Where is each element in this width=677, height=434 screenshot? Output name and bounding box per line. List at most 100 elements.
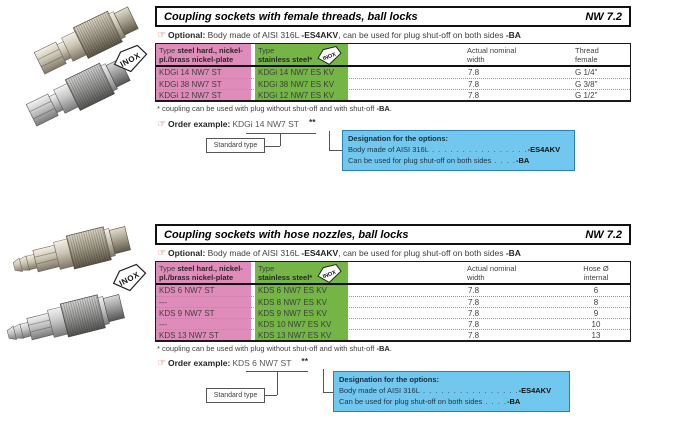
section-header-bar: Coupling sockets with female threads, ba… — [155, 6, 631, 27]
nominal-width-cell: 7.8 — [468, 80, 480, 89]
type-steel-cell: KDS 9 NW7 ST — [159, 309, 215, 318]
hose-diameter-cell: 13 — [591, 331, 601, 340]
section-header-bar: Coupling sockets with hose nozzles, ball… — [155, 224, 631, 245]
designation-title: Designation for the options: — [348, 134, 448, 143]
table-footnote: * coupling can be used with plug without… — [157, 104, 392, 113]
optional-label: Optional: — [167, 30, 206, 40]
order-example-asterisks: ** — [301, 356, 309, 366]
inox-badge: INOX — [112, 263, 147, 292]
steel-column-stripe — [156, 262, 251, 340]
order-example-code: KDGi 14 NW7 ST — [232, 119, 299, 129]
type-stainless-cell: KDS 9 NW7 ES KV — [258, 309, 327, 318]
connector-line — [280, 133, 281, 146]
table-row: KDGi 12 NW7 ST KDGi 12 NW7 ES KV 7.8 G 1… — [156, 89, 630, 100]
thread-cell: G 1/4" — [575, 68, 598, 77]
type-steel-cell: KDS 13 NW7 ST — [159, 331, 220, 340]
nominal-width-cell: 7.8 — [468, 331, 480, 340]
designation-options-box: Designation for the options: Body made o… — [333, 371, 570, 412]
hose-diameter-cell: 8 — [593, 298, 599, 307]
specs-table-female-threads: Type steel hard., nickel-pl./brass nicke… — [155, 43, 631, 102]
designation-line: Can be used for plug shut-off on both si… — [348, 156, 530, 165]
col-header-nominal-width: Actual nominal width — [467, 46, 517, 64]
order-example: ☞ Order example: KDS 6 NW7 ST ** — [157, 356, 309, 369]
inox-badge-label: INOX — [322, 270, 337, 281]
nominal-width-cell: 7.8 — [468, 91, 480, 100]
table-row: KDS 13 NW7 ST KDS 13 NW7 ES KV 7.8 13 — [156, 329, 630, 340]
optional-note: ☞ Optional: Body made of AISI 316L -ES4AK… — [157, 248, 521, 259]
pointing-hand-icon: ☞ — [157, 248, 166, 259]
dot-leader: . . . . — [491, 156, 516, 165]
nominal-width-cell: 7.8 — [468, 286, 480, 295]
connector-line — [323, 392, 333, 393]
type-stainless-cell: KDS 6 NW7 ES KV — [258, 286, 327, 295]
type-stainless-cell: KDGi 12 NW7 ES KV — [258, 91, 335, 100]
nw-size-badge: NW 7.2 — [585, 10, 622, 23]
connector-line — [265, 395, 277, 396]
steel-column-stripe — [156, 44, 251, 100]
designation-line: Body made of AISI 316L . . . . . . . . .… — [348, 145, 561, 154]
pointing-hand-icon: ☞ — [157, 30, 166, 41]
standard-type-label: Standard type — [213, 142, 258, 149]
optional-note: ☞ Optional: Body made of AISI 316L -ES4AK… — [157, 30, 521, 41]
hose-diameter-cell: 9 — [593, 309, 599, 318]
inox-badge: INOX — [113, 44, 148, 73]
col-header-stainless: Type stainless steel* — [258, 46, 313, 64]
connector-line — [329, 131, 330, 150]
table-header-row: Type steel hard., nickel-pl./brass nicke… — [156, 44, 630, 67]
coupling-nickel-plated — [12, 226, 131, 273]
type-stainless-cell: KDGi 14 NW7 ES KV — [258, 68, 335, 77]
product-photo-female-couplings: INOX — [25, 6, 148, 127]
standard-type-label: Standard type — [213, 392, 258, 399]
nominal-width-cell: 7.8 — [468, 320, 480, 329]
dot-leader: . . . . . . . . . . . . . . . . — [419, 386, 519, 395]
table-row: --- KDS 10 NW7 ES KV 7.8 10 — [156, 318, 630, 329]
pointing-hand-icon: ☞ — [157, 119, 166, 130]
product-photo-hose-nozzle-couplings: INOX — [6, 226, 147, 341]
nw-size-badge: NW 7.2 — [585, 228, 622, 241]
table-row: KDS 6 NW7 ST KDS 6 NW7 ES KV 7.8 6 — [156, 285, 630, 296]
type-stainless-cell: KDS 8 NW7 ES KV — [258, 298, 327, 307]
order-example: ☞ Order example: KDGi 14 NW7 ST ** — [157, 117, 316, 130]
connector-line — [323, 369, 324, 392]
type-steel-cell: KDS 6 NW7 ST — [159, 286, 215, 295]
dot-leader: . . . . — [482, 397, 507, 406]
table-footnote: * coupling can be used with plug without… — [157, 344, 392, 353]
coupling-nickel-plated — [33, 6, 139, 75]
designation-title: Designation for the options: — [339, 375, 439, 384]
table-row: KDGi 38 NW7 ST KDGi 38 NW7 ES KV 7.8 G 3… — [156, 78, 630, 89]
table-row: --- KDS 8 NW7 ES KV 7.8 8 — [156, 296, 630, 307]
coupling-stainless — [6, 294, 125, 341]
hose-diameter-cell: 10 — [591, 320, 601, 329]
dot-leader: . . . . . . . . . . . . . . . . — [428, 145, 528, 154]
inox-badge-label: INOX — [322, 52, 337, 63]
nominal-width-cell: 7.8 — [468, 68, 480, 77]
type-steel-cell: --- — [159, 298, 167, 307]
designation-line: Can be used for plug shut-off on both si… — [339, 397, 521, 406]
hose-diameter-cell: 6 — [593, 286, 599, 295]
standard-type-box: Standard type — [206, 388, 265, 403]
col-header-nominal-width: Actual nominal width — [467, 264, 517, 282]
col-header-steel: Type steel hard., nickel-pl./brass nicke… — [159, 46, 243, 64]
nominal-width-cell: 7.8 — [468, 298, 480, 307]
table-row: KDGi 14 NW7 ST KDGi 14 NW7 ES KV 7.8 G 1… — [156, 67, 630, 78]
standard-type-box: Standard type — [206, 138, 265, 153]
connector-line — [246, 133, 316, 134]
inox-badge-small: INOX — [317, 46, 342, 66]
order-example-code: KDS 6 NW7 ST — [232, 358, 292, 368]
type-steel-cell: KDGi 12 NW7 ST — [159, 91, 222, 100]
thread-cell: G 1/2" — [575, 91, 598, 100]
type-stainless-cell: KDS 13 NW7 ES KV — [258, 331, 332, 340]
section-title: Coupling sockets with hose nozzles, ball… — [164, 228, 409, 241]
type-steel-cell: KDGi 14 NW7 ST — [159, 68, 222, 77]
designation-line: Body made of AISI 316L . . . . . . . . .… — [339, 386, 552, 395]
nominal-width-cell: 7.8 — [468, 309, 480, 318]
order-example-asterisks: ** — [308, 117, 316, 127]
col-header-stainless: Type stainless steel* — [258, 264, 313, 282]
table-header-row: Type steel hard., nickel-pl./brass nicke… — [156, 262, 630, 285]
table-row: KDS 9 NW7 ST KDS 9 NW7 ES KV 7.8 9 — [156, 307, 630, 318]
connector-line — [277, 371, 278, 395]
col-header-thread: Thread female — [575, 46, 599, 64]
order-example-label: Order example: — [167, 119, 231, 129]
